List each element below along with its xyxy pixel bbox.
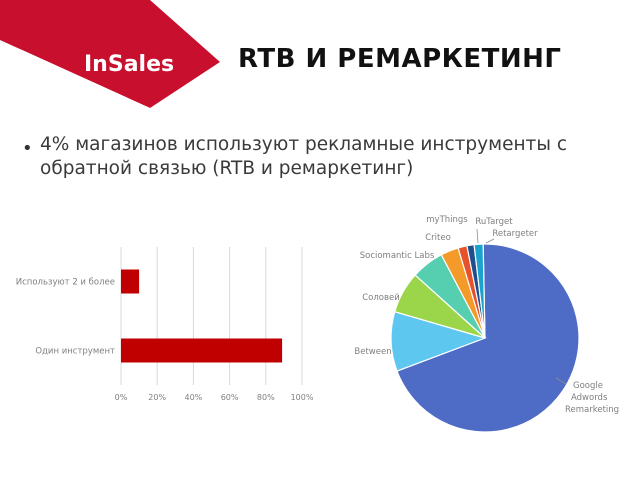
bar-x-tick-label: 80% <box>257 393 275 402</box>
bar <box>121 269 140 294</box>
pie-slice-label: RuTarget <box>475 217 513 227</box>
bullet-text: 4% магазинов используют рекламные инстру… <box>40 134 567 179</box>
pie-slice-label: Соловей <box>362 293 400 303</box>
bullet-marker: • <box>22 138 33 159</box>
pie-slice-label: Criteo <box>425 233 451 243</box>
pie-leader-line <box>476 228 479 244</box>
pie-slice-label: Retargeter <box>492 229 538 239</box>
pie-leader-line <box>555 377 567 385</box>
pie-slice-label: Between <box>354 347 391 357</box>
pie-slice-label: myThings <box>426 215 468 225</box>
bar-x-tick-label: 40% <box>185 393 203 402</box>
bar-x-tick-label: 20% <box>148 393 166 402</box>
brand-stripe-light <box>0 40 150 108</box>
pie-slice <box>396 243 580 433</box>
bar-x-tick-label: 60% <box>221 393 239 402</box>
pie-slice-label: Google Adwords Remarketing <box>565 381 619 415</box>
bar-category-label: Один инструмент <box>35 347 115 357</box>
bar <box>121 338 283 363</box>
bar-category-label: Используют 2 и более <box>16 278 115 288</box>
brand-logo: InSales <box>84 52 174 77</box>
bar-x-tick-label: 100% <box>291 393 314 402</box>
brand-stripe <box>0 0 220 108</box>
pie-slice <box>473 243 486 339</box>
pie-slice-label: Sociomantic Labs <box>360 251 435 261</box>
pie-leader-line <box>485 238 495 244</box>
bar-x-tick-label: 0% <box>115 393 128 402</box>
page-title: RTB И РЕМАРКЕТИНГ <box>238 44 562 74</box>
logo-band: InSales <box>0 0 220 108</box>
